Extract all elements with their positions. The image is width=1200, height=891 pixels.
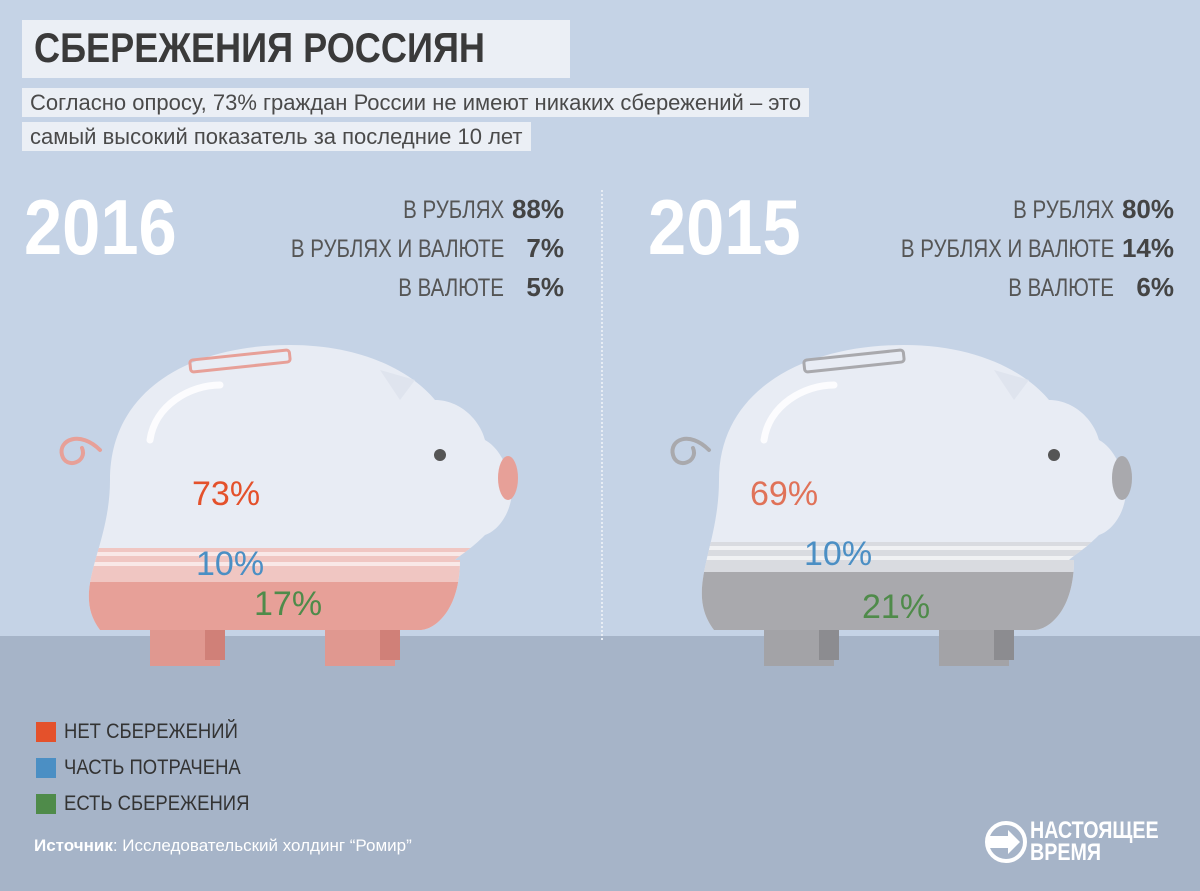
year-2016: 2016 [24,183,177,271]
currency-breakdown-2015: В РУБЛЯХ 80% В РУБЛЯХ И ВАЛЮТЕ 14% В ВАЛ… [850,190,1174,307]
floor-band [0,636,1200,891]
pig-highlight [146,381,224,444]
breakdown-row: В РУБЛЯХ И ВАЛЮТЕ 14% [850,229,1174,268]
breakdown-value: 88% [511,194,564,224]
breakdown-label: В ВАЛЮТЕ [398,274,504,302]
pig-snout [1112,456,1132,500]
pig-eye [1048,449,1060,461]
breakdown-row: В РУБЛЯХ 80% [850,190,1174,229]
value-spent-2015: 10% [804,535,872,573]
legend-swatch [36,758,56,778]
play-arrow-circle-icon [985,821,1027,863]
source-note: Источник: Исследовательский холдинг “Ром… [34,836,412,856]
pig-highlight [760,381,838,444]
subtitle-line-1: Согласно опросу, 73% граждан России не и… [22,88,810,117]
subtitle-line-2: самый высокий показатель за последние 10… [22,122,531,151]
logo-line-2: ВРЕМЯ [1030,839,1102,866]
legend-swatch [36,794,56,814]
currency-breakdown-2016: В РУБЛЯХ 88% В РУБЛЯХ И ВАЛЮТЕ 7% В ВАЛЮ… [240,190,564,307]
breakdown-label: В РУБЛЯХ И ВАЛЮТЕ [900,235,1114,263]
legend-item: ЧАСТЬ ПОТРАЧЕНА [36,750,275,786]
breakdown-value: 5% [526,272,564,302]
breakdown-row: В РУБЛЯХ И ВАЛЮТЕ 7% [240,229,564,268]
legend-swatch [36,722,56,742]
value-no-savings-2016: 73% [192,475,260,513]
pig-tail [670,436,711,466]
page-title: СБЕРЕЖЕНИЯ РОССИЯН [34,24,485,71]
coin-slot [188,348,292,374]
year-2015: 2015 [648,183,801,271]
piggy-bank-2015: 69% 10% 21% [670,345,1132,666]
legend-label: ЕСТЬ СБЕРЕЖЕНИЯ [64,792,250,815]
breakdown-label: В РУБЛЯХ [1012,196,1114,224]
piggy-bank-2016: 73% 10% 17% [59,345,518,666]
coin-slot [802,348,906,374]
breakdown-label: В ВАЛЮТЕ [1008,274,1114,302]
pig-ear [380,370,415,400]
value-spent-2016: 10% [196,545,264,583]
breakdown-value: 14% [1121,233,1174,263]
legend-label: ЧАСТЬ ПОТРАЧЕНА [64,756,241,779]
breakdown-label: В РУБЛЯХ [402,196,504,224]
legend-item: ЕСТЬ СБЕРЕЖЕНИЯ [36,786,275,822]
source-text: : Исследовательский холдинг “Ромир” [112,836,412,855]
value-no-savings-2015: 69% [750,475,818,513]
value-has-savings-2015: 21% [862,588,930,626]
legend: НЕТ СБЕРЕЖЕНИЙ ЧАСТЬ ПОТРАЧЕНА ЕСТЬ СБЕР… [36,714,275,822]
legend-item: НЕТ СБЕРЕЖЕНИЙ [36,714,275,750]
breakdown-label: В РУБЛЯХ И ВАЛЮТЕ [290,235,504,263]
pig-2016-body [59,345,518,666]
source-label: Источник [34,836,113,855]
title-box: СБЕРЕЖЕНИЯ РОССИЯН [22,20,571,78]
breakdown-value: 80% [1121,194,1174,224]
value-has-savings-2016: 17% [254,585,322,623]
pig-tail [59,436,102,466]
breakdown-row: В РУБЛЯХ 88% [240,190,564,229]
pig-ear [994,370,1029,400]
panel-divider [601,190,603,640]
breakdown-value: 6% [1136,272,1174,302]
pig-eye [434,449,446,461]
brand-logo[interactable]: НАСТОЯЩЕЕ ВРЕМЯ [984,812,1184,872]
logo-line-1: НАСТОЯЩЕЕ [1030,817,1159,844]
breakdown-value: 7% [526,233,564,263]
legend-label: НЕТ СБЕРЕЖЕНИЙ [64,720,238,743]
pig-snout [498,456,518,500]
breakdown-row: В ВАЛЮТЕ 5% [240,268,564,307]
subtitle: Согласно опросу, 73% граждан России не и… [22,86,812,154]
breakdown-row: В ВАЛЮТЕ 6% [850,268,1174,307]
